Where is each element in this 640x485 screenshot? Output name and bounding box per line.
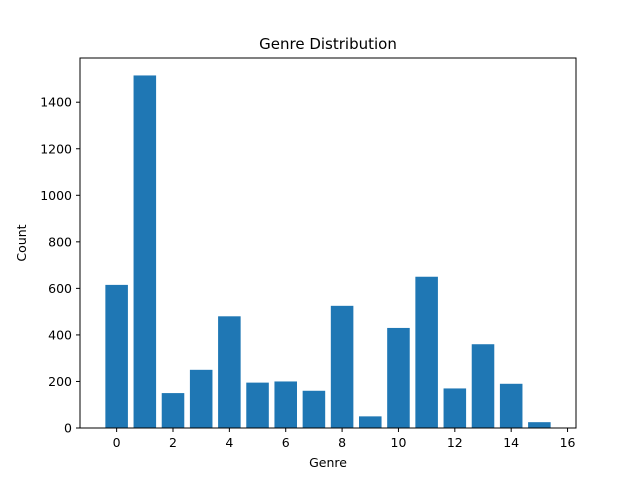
bar-genre-12	[443, 388, 467, 428]
bar-genre-6	[274, 381, 297, 428]
bar-genre-11	[415, 276, 438, 428]
bar-genre-1	[133, 75, 157, 428]
x-tick-label: 0	[113, 435, 121, 450]
y-tick-label: 800	[48, 234, 72, 249]
y-tick-label: 1200	[40, 141, 72, 156]
y-tick-label: 600	[48, 281, 72, 296]
bar-genre-5	[246, 382, 269, 428]
y-tick-label: 1000	[40, 188, 72, 203]
chart-title: Genre Distribution	[259, 35, 397, 53]
x-tick-label: 16	[560, 435, 576, 450]
bar-genre-14	[499, 383, 523, 428]
y-axis-label: Count	[14, 224, 29, 261]
y-tick-label: 0	[64, 421, 72, 436]
y-axis-ticks: 0 200 400 600 800 1000 1200 1400	[40, 95, 80, 436]
bar-genre-13	[471, 344, 495, 428]
plot-frame	[79, 57, 577, 429]
y-tick-label: 200	[48, 374, 72, 389]
bar-genre-2	[161, 393, 185, 428]
bar-genre-10	[387, 327, 410, 428]
x-tick-label: 10	[391, 435, 407, 450]
bar-genre-0	[105, 284, 128, 428]
x-tick-label: 6	[282, 435, 290, 450]
y-tick-label: 400	[48, 327, 72, 342]
x-tick-label: 4	[225, 435, 233, 450]
bar-genre-9	[359, 416, 382, 428]
x-tick-label: 12	[447, 435, 463, 450]
bar-genre-4	[218, 316, 241, 428]
bars-group	[105, 75, 551, 428]
bar-genre-8	[330, 305, 354, 428]
bar-genre-15	[528, 422, 551, 428]
x-axis-ticks: 0 2 4 6 8 10 12 14 16	[113, 428, 576, 450]
x-axis-label: Genre	[309, 455, 347, 470]
bar-genre-7	[302, 390, 326, 428]
x-tick-label: 14	[503, 435, 519, 450]
x-tick-label: 8	[338, 435, 346, 450]
y-tick-label: 1400	[40, 95, 72, 110]
x-tick-label: 2	[169, 435, 177, 450]
bar-genre-3	[189, 369, 213, 428]
